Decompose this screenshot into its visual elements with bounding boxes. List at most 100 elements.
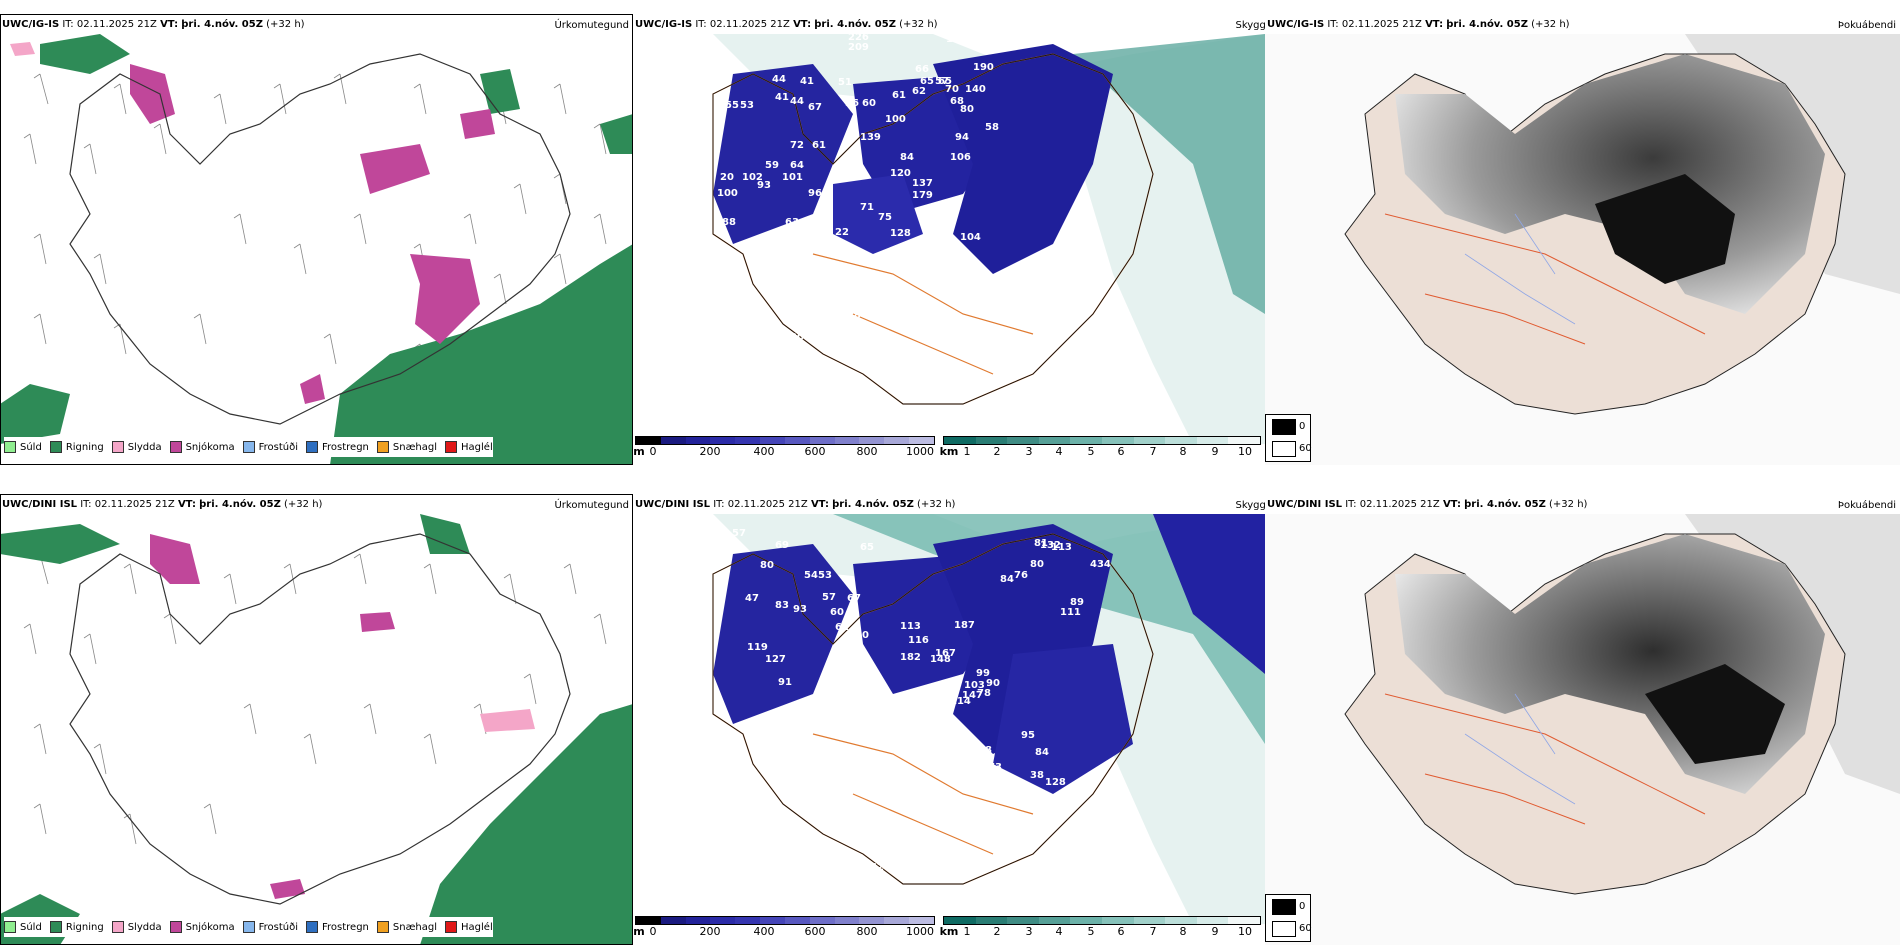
rain-area [420, 704, 633, 945]
visibility-value-label: 106 [852, 688, 873, 699]
visibility-value-label: 102 [742, 172, 763, 183]
visibility-map-ig: 1006679807673555344414144675156602262098… [633, 14, 1265, 465]
height-color-7 [784, 437, 810, 444]
visibility-color-3 [1007, 437, 1039, 444]
visibility-value-label: 49 [658, 188, 672, 199]
swatch [376, 921, 389, 933]
visibility-color-9 [1196, 917, 1229, 924]
visibility-value-label: 83 [775, 600, 789, 611]
visibility-value-label: 71 [860, 202, 874, 213]
swatch [306, 441, 318, 453]
visibility-value-label: 114 [950, 696, 971, 707]
visibility-color-10 [1228, 437, 1260, 444]
visibility-value-label: 88 [722, 217, 736, 228]
visibility-value-label: 116 [908, 635, 929, 646]
visibility-value-label: 40 [688, 494, 702, 505]
visibility-value-label: 112 [850, 705, 871, 716]
visibility-color-8 [1165, 917, 1197, 924]
visibility-value-label: 44 [790, 96, 804, 107]
visibility-value-label: 61 [812, 140, 826, 151]
fog-swatch-low [1272, 899, 1296, 915]
panel-label-precip: Úrkomutegund [554, 500, 629, 511]
visibility-value-label: 79 [838, 720, 852, 731]
visibility-value-label: 65 [633, 140, 646, 151]
height-color-8 [809, 917, 835, 924]
visibility-value-label: 72 [790, 140, 804, 151]
visibility-value-label: 64 [790, 160, 804, 171]
visibility-value-label: 190 [973, 62, 994, 73]
swatch [49, 921, 62, 933]
visibility-value-label: 60 [633, 214, 634, 225]
legend-item-drizzle: Súld [4, 921, 42, 933]
panel-label-fog: Þokuábendi [1837, 500, 1896, 511]
visibility-value-label: 83 [850, 674, 864, 685]
visibility-value-label: 100 [633, 44, 646, 55]
visibility-value-label: 90 [855, 630, 869, 641]
height-color-12 [909, 437, 934, 444]
visibility-color-9 [1196, 437, 1229, 444]
visibility-value-label: 30 [772, 344, 786, 355]
height-ticks: m 0 200 400 600 800 1000 [633, 445, 934, 458]
visibility-colorbar: km 1 2 3 4 5 6 7 8 9 10 [940, 436, 1261, 458]
height-colorbar-bar [635, 916, 935, 925]
visibility-value-label: 226 [848, 32, 869, 43]
visibility-value-label: 84 [900, 152, 914, 163]
visibility-value-label: 65 [920, 76, 934, 87]
visibility-color-4 [1038, 917, 1071, 924]
visibility-color-1 [944, 437, 976, 444]
visibility-value-label: 139 [860, 132, 881, 143]
visibility-value-label: 61 [678, 533, 692, 544]
visibility-value-label: 61 [892, 90, 906, 101]
visibility-value-label: 124 [946, 34, 967, 45]
visibility-color-7 [1133, 437, 1166, 444]
visibility-value-label: 120 [890, 168, 911, 179]
panel-title: UWC/DINI ISL IT: 02.11.2025 21Z VT: þri.… [1267, 499, 1588, 510]
visibility-value-label: 65 [938, 76, 952, 87]
visibility-value-label: 67 [847, 593, 861, 604]
panel-label-fog: Þokuábendi [1837, 20, 1896, 31]
visibility-color-5 [1070, 917, 1102, 924]
visibility-value-label: 187 [954, 620, 975, 631]
swatch [445, 921, 458, 933]
visibility-value-label: 100 [885, 114, 906, 125]
swatch [242, 921, 255, 933]
visibility-colorbar-bar [943, 436, 1261, 445]
swatch [445, 441, 458, 453]
visibility-value-label: 53 [818, 570, 832, 581]
legend-item-snow: Snjókoma [169, 921, 235, 933]
height-color-6 [760, 437, 785, 444]
legend-item-sleet: Slydda [111, 921, 162, 933]
visibility-value-label: 80 [1030, 559, 1044, 570]
visibility-value-label: 38 [1030, 770, 1044, 781]
swatch [376, 441, 389, 453]
visibility-value-label: 66 [652, 72, 666, 83]
visibility-value-label: 100 [717, 188, 738, 199]
fog-legend: 0 60 [1265, 894, 1312, 942]
visibility-value-label: 201 [898, 260, 919, 271]
visibility-value-label: 56 [845, 98, 859, 109]
visibility-value-label: 62 [870, 862, 884, 873]
height-color-4 [710, 437, 736, 444]
visibility-value-label: 140 [965, 84, 986, 95]
visibility-color-2 [975, 917, 1008, 924]
precip-type-panel-dini: UWC/DINI ISL IT: 02.11.2025 21Z VT: þri.… [0, 494, 633, 945]
height-color-9 [834, 437, 860, 444]
panel-title: UWC/DINI ISL IT: 02.11.2025 21Z VT: þri.… [635, 499, 956, 510]
height-colorbar-bar [635, 436, 935, 445]
visibility-value-label: 22 [835, 227, 849, 238]
visibility-value-label: 99 [976, 668, 990, 679]
visibility-value-label: 80 [960, 104, 974, 115]
precip-legend: Súld Rigning Slydda Snjókoma Frostúði Fr… [4, 917, 493, 937]
height-color-10 [859, 917, 885, 924]
snow-area [410, 254, 480, 344]
visibility-value-label: 111 [1060, 607, 1081, 618]
visibility-value-label: 103 [893, 705, 914, 716]
visibility-value-label: 56 [633, 170, 644, 181]
visibility-value-label: 44 [667, 200, 681, 211]
visibility-value-label: 57 [935, 76, 949, 87]
height-color-5 [735, 437, 761, 444]
visibility-value-label: 104 [960, 232, 981, 243]
visibility-value-label: 80 [852, 659, 866, 670]
visibility-value-label: 137 [912, 178, 933, 189]
visibility-color-10 [1228, 917, 1260, 924]
